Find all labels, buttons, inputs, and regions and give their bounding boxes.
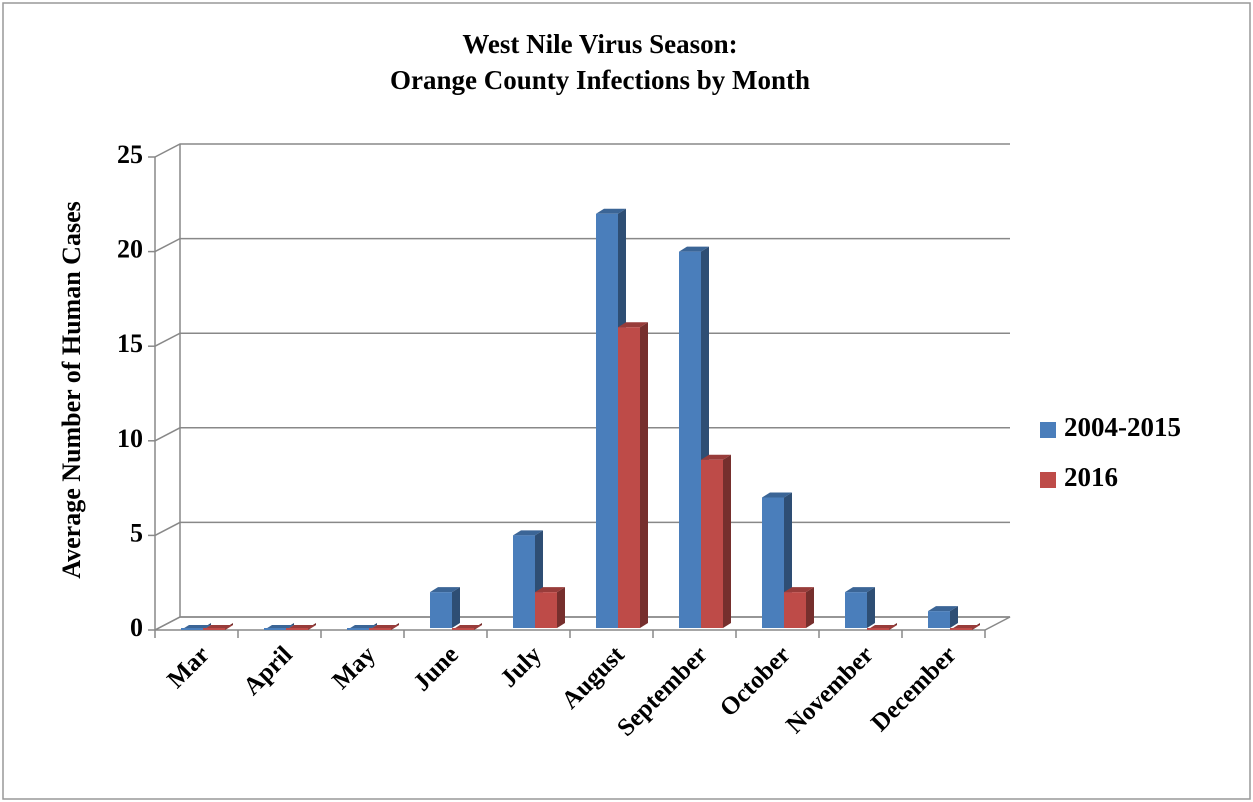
- grid-line: [154, 237, 1010, 253]
- grid-line: [154, 427, 1010, 442]
- bar-side: [557, 587, 565, 628]
- bar-front: [679, 251, 701, 628]
- legend-swatch: [1040, 472, 1056, 488]
- bar-top: [845, 587, 875, 593]
- bar-top: [928, 606, 958, 612]
- grid-line: [154, 143, 1010, 158]
- bar-side: [950, 606, 958, 628]
- y-tick-label: 20: [117, 235, 143, 264]
- bar-front: [430, 592, 452, 628]
- bar: [203, 623, 233, 630]
- bar-side: [640, 322, 648, 628]
- bar: [928, 606, 958, 628]
- chart-title: West Nile Virus Season:: [462, 29, 737, 59]
- bar-front: [784, 592, 806, 628]
- bar: [452, 623, 482, 630]
- bar-side: [723, 454, 731, 628]
- bar: [950, 623, 980, 630]
- y-axis-label: Average Number of Human Cases: [57, 201, 86, 578]
- bar-front: [369, 628, 391, 630]
- bar: [867, 623, 897, 630]
- bar-top: [596, 208, 626, 214]
- bar-front: [618, 327, 640, 628]
- bar-front: [701, 459, 723, 628]
- y-tick-label: 0: [130, 613, 143, 642]
- legend-swatch: [1040, 422, 1056, 438]
- bar: [701, 454, 731, 628]
- bar-side: [867, 587, 875, 628]
- bar-front: [203, 628, 225, 630]
- grid-line: [154, 332, 1010, 347]
- bar: [784, 587, 814, 628]
- bar: [430, 587, 460, 628]
- y-tick-label: 10: [117, 424, 143, 453]
- bar: [286, 623, 316, 630]
- bar-front: [845, 592, 867, 628]
- bar-side: [452, 587, 460, 628]
- y-tick-label: 25: [117, 140, 143, 169]
- bar-side: [806, 587, 814, 628]
- bar-front: [596, 213, 618, 628]
- bar-top: [762, 492, 792, 498]
- bar: [618, 322, 648, 628]
- bar: [535, 587, 565, 628]
- bar-front: [513, 535, 535, 628]
- bar-front: [347, 628, 369, 630]
- bar-front: [950, 628, 972, 630]
- legend-label: 2004-2015: [1064, 412, 1181, 442]
- y-tick-label: 15: [117, 329, 143, 358]
- bar-front: [762, 497, 784, 628]
- bar-front: [286, 628, 308, 630]
- grid-line: [154, 521, 1010, 537]
- chart-title: Orange County Infections by Month: [390, 65, 810, 95]
- bar-front: [452, 628, 474, 630]
- grid-line: [154, 616, 1010, 631]
- bar-front: [264, 628, 286, 630]
- bar-top: [784, 587, 814, 593]
- bar-front: [181, 628, 203, 630]
- bar-front: [867, 628, 889, 630]
- bar-top: [535, 587, 565, 593]
- legend-label: 2016: [1064, 462, 1118, 492]
- bar-top: [701, 454, 731, 460]
- bar-top: [679, 246, 709, 252]
- bar-front: [928, 611, 950, 628]
- y-tick-label: 5: [130, 518, 143, 547]
- bar-top: [430, 587, 460, 593]
- bar: [369, 623, 399, 630]
- bar-front: [535, 592, 557, 628]
- bar-top: [618, 322, 648, 328]
- bar-top: [513, 530, 543, 536]
- bar: [845, 587, 875, 628]
